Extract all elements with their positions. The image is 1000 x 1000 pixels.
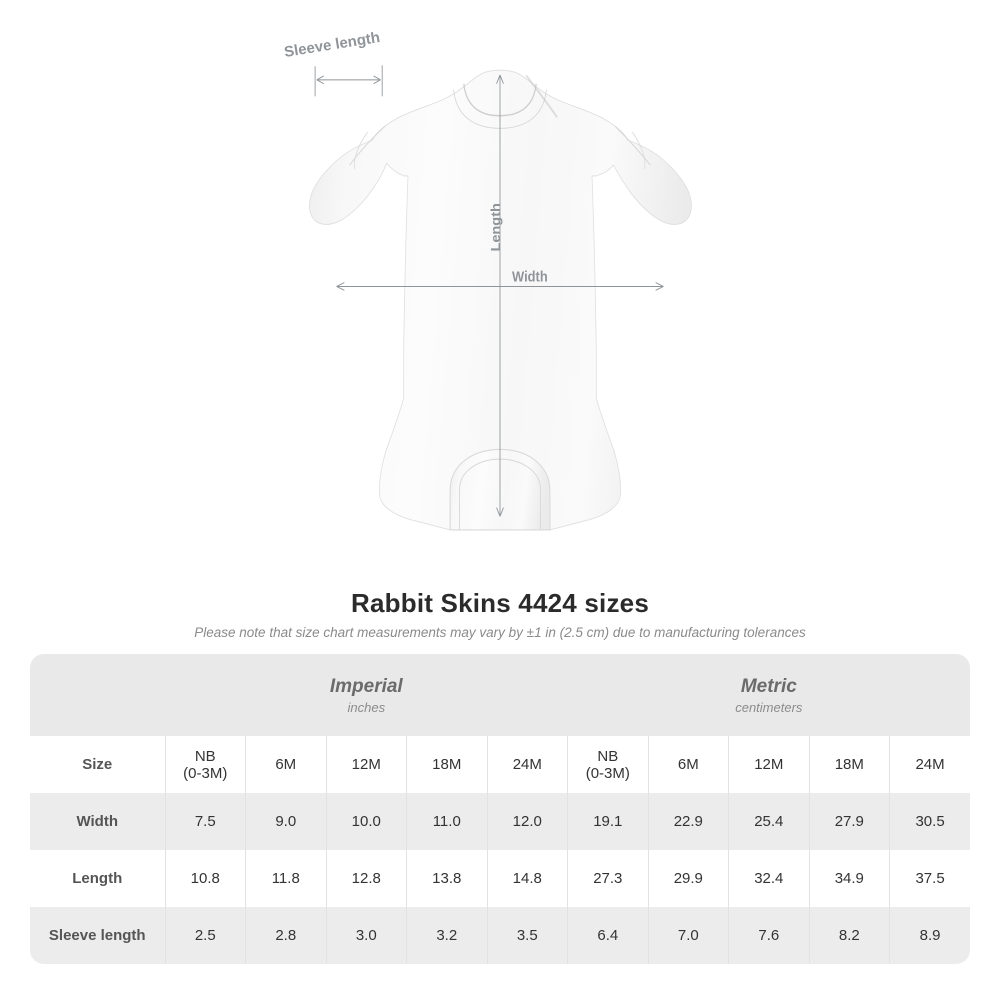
svg-text:Sleeve length: Sleeve length	[283, 29, 381, 61]
svg-text:Width: Width	[512, 269, 548, 285]
svg-text:Length: Length	[489, 203, 503, 251]
